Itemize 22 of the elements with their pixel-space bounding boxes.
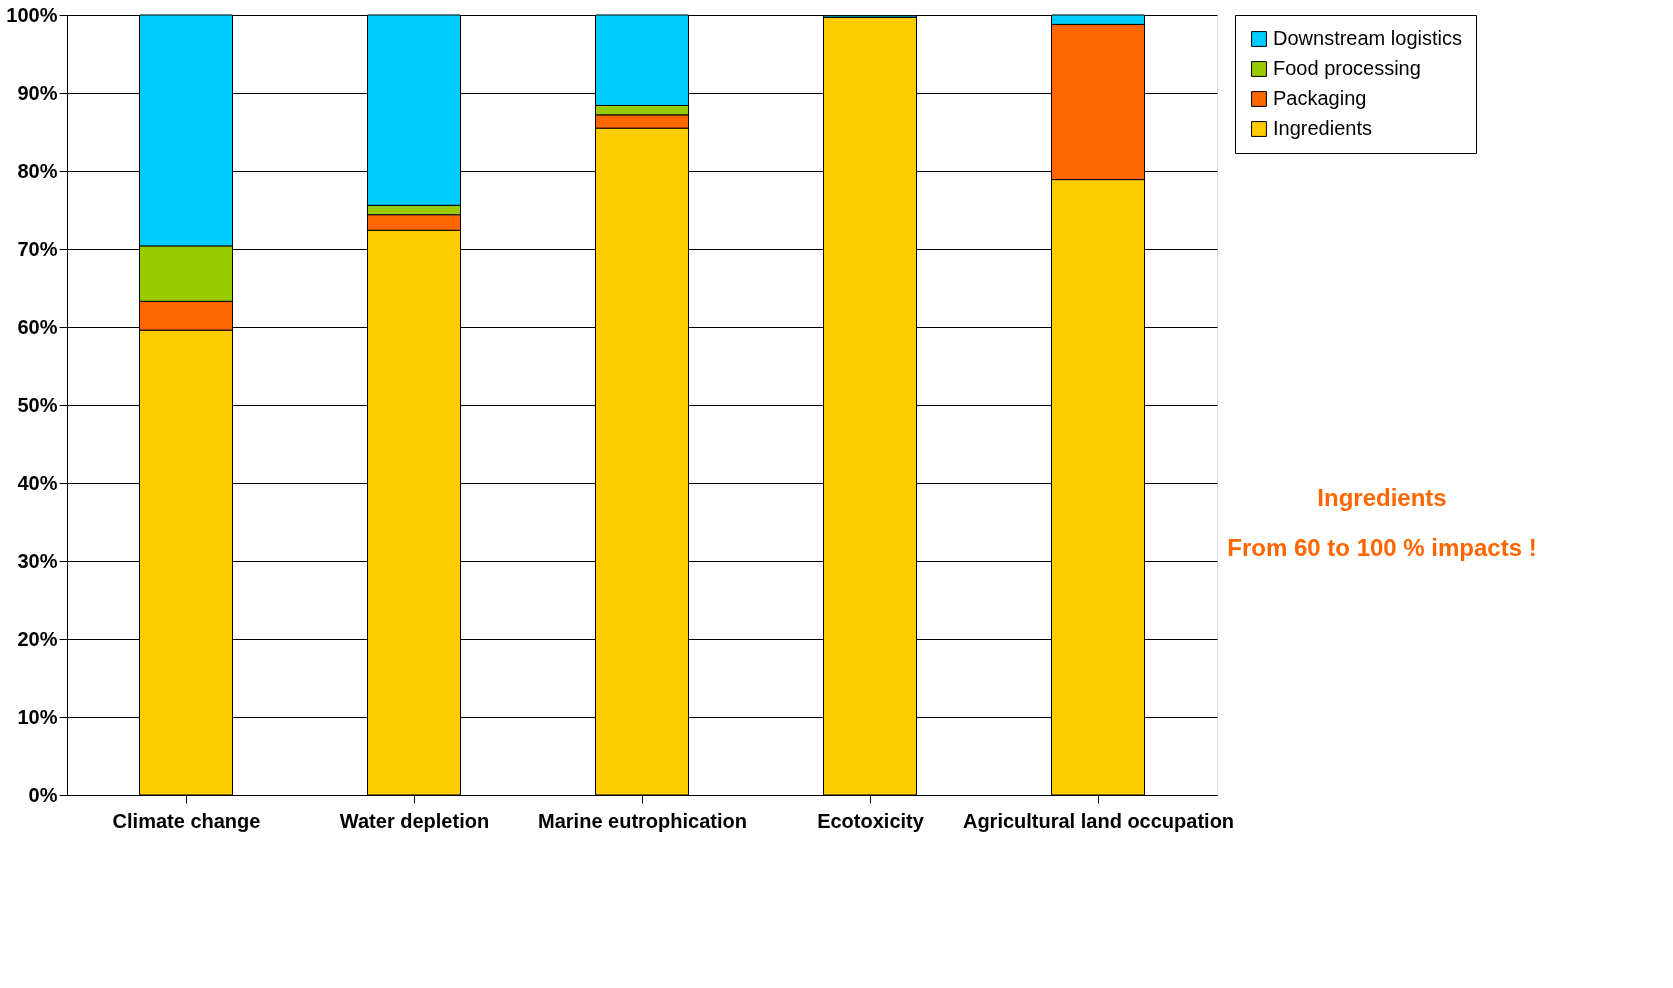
legend-label: Packaging xyxy=(1273,87,1367,109)
x-tick-label: Climate change xyxy=(112,809,261,832)
y-tick-label: 90% xyxy=(17,81,58,104)
x-tick-label: Water depletion xyxy=(339,809,490,832)
y-tick-label: 20% xyxy=(17,627,58,650)
legend-label: Food processing xyxy=(1273,57,1421,79)
y-tick-label: 100% xyxy=(6,3,58,26)
legend-label: Ingredients xyxy=(1273,117,1372,139)
x-tick-label: Ecotoxicity xyxy=(817,809,925,832)
y-tick-label: 10% xyxy=(17,705,58,728)
text: Ingredients xyxy=(1317,483,1447,511)
y-tick-label: 40% xyxy=(17,471,58,494)
y-tick-label: 50% xyxy=(17,393,58,416)
y-tick-label: 60% xyxy=(17,315,58,338)
x-tick-label: Agricultural land occupation xyxy=(962,809,1235,832)
y-tick-label: 70% xyxy=(17,237,58,260)
x-tick-label: Marine eutrophication xyxy=(538,809,747,832)
text: From 60 to 100 % impacts ! xyxy=(1227,533,1537,561)
legend-label: Downstream logistics xyxy=(1273,27,1462,49)
y-tick-label: 30% xyxy=(17,549,58,572)
y-tick-label: 80% xyxy=(17,159,58,182)
y-tick-label: 0% xyxy=(28,783,58,806)
